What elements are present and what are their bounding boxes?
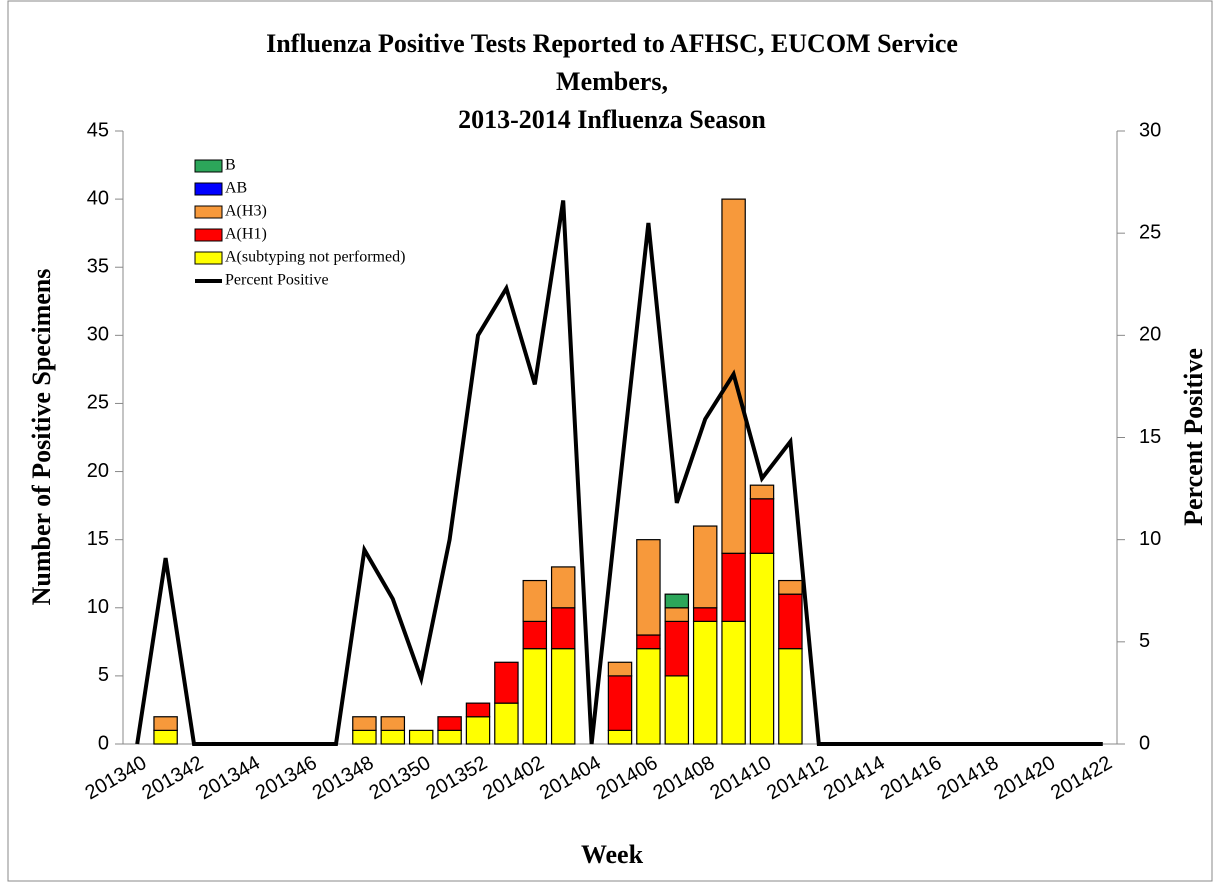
- y2-tick-label: 15: [1139, 426, 1161, 448]
- x-tick-label: 201410: [706, 752, 775, 804]
- bar-segment: [550, 566, 576, 609]
- legend-label: A(H3): [225, 203, 267, 220]
- line-series: [135, 200, 1103, 746]
- legend-swatch: [194, 205, 223, 219]
- bar-segment: [437, 716, 462, 731]
- x-tick-label: 201418: [934, 752, 1003, 804]
- x-tick-label: 201344: [195, 752, 264, 804]
- legend-label: AB: [225, 180, 247, 197]
- y-tick-label: 40: [87, 187, 109, 209]
- bar-segment: [749, 484, 775, 500]
- y2-tick-label: 20: [1139, 324, 1161, 346]
- bar-segment: [607, 661, 633, 677]
- bar-segment: [494, 702, 519, 745]
- bar-segment: [664, 675, 690, 745]
- bar-segment: [352, 716, 377, 731]
- x-tick-label: 201348: [309, 752, 378, 804]
- x-tick-label: 201402: [479, 752, 548, 804]
- bar-segment: [380, 716, 406, 731]
- bar-segment: [721, 552, 746, 622]
- bar-segment: [664, 593, 690, 609]
- bar-segment: [636, 648, 661, 745]
- x-tick-label: 201416: [877, 752, 946, 804]
- bar-segment: [749, 498, 775, 554]
- bar-segment: [153, 716, 178, 731]
- y-tick-label: 35: [87, 256, 109, 278]
- legend-label: Percent Positive: [225, 272, 329, 289]
- y2-tick-label: 30: [1139, 119, 1161, 141]
- bar-segment: [692, 620, 718, 745]
- bar-segment: [636, 634, 661, 650]
- bar-segment: [778, 593, 803, 650]
- x-tick-label: 201346: [252, 752, 321, 804]
- bar-segment: [380, 729, 406, 745]
- x-tick-label: 201422: [1047, 752, 1116, 804]
- y-tick-label: 45: [87, 119, 109, 141]
- bar-segment: [465, 702, 491, 718]
- bar-segment: [778, 579, 803, 595]
- legend-label: A(H1): [225, 226, 267, 243]
- bar-segment: [352, 729, 377, 745]
- y-tick-label: 5: [98, 664, 109, 686]
- bar-segment: [408, 729, 434, 745]
- legend-swatch: [194, 228, 223, 242]
- bar-segment: [153, 729, 178, 745]
- bar-segment: [494, 661, 519, 704]
- y2-tick-label: 0: [1139, 732, 1150, 754]
- bar-segment: [607, 729, 633, 745]
- bar-segment: [636, 539, 661, 636]
- legend-swatch: [194, 251, 223, 265]
- bar-segment: [465, 716, 491, 745]
- bar-segment: [692, 607, 718, 622]
- bar-segment: [664, 620, 690, 677]
- y-axis-title: Number of Positive Specimens: [27, 269, 56, 606]
- x-tick-label: 201408: [650, 752, 719, 804]
- x-tick-label: 201412: [763, 752, 832, 804]
- bar-segment: [721, 620, 746, 745]
- x-tick-label: 201350: [366, 752, 435, 804]
- y-tick-label: 0: [98, 732, 109, 754]
- x-tick-label: 201352: [422, 752, 491, 804]
- bar-segment: [522, 620, 548, 650]
- x-tick-label: 201420: [990, 752, 1059, 804]
- chart-title: Members,: [556, 67, 668, 96]
- y-tick-label: 10: [87, 596, 109, 618]
- chart-border: [7, 0, 1213, 882]
- bar-segment: [550, 648, 576, 745]
- x-tick-label: 201340: [82, 752, 151, 804]
- y2-axis-title: Percent Positive: [1179, 348, 1208, 526]
- y-tick-label: 30: [87, 324, 109, 346]
- bar-segment: [550, 607, 576, 650]
- bar-segment: [692, 525, 718, 609]
- bar-segment: [778, 648, 803, 745]
- y-tick-label: 25: [87, 392, 109, 414]
- x-tick-label: 201342: [138, 752, 207, 804]
- y2-tick-label: 25: [1139, 221, 1161, 243]
- legend-swatch: [194, 182, 223, 196]
- chart-title: 2013-2014 Influenza Season: [458, 105, 766, 134]
- x-tick-label: 201404: [536, 752, 605, 804]
- x-axis-title: Week: [581, 840, 644, 869]
- legend-swatch: [194, 159, 223, 173]
- y-tick-label: 20: [87, 460, 109, 482]
- bar-segment: [522, 579, 548, 622]
- bar-segment: [749, 552, 775, 745]
- x-tick-label: 201414: [820, 752, 889, 804]
- y-tick-label: 15: [87, 528, 109, 550]
- bar-segment: [607, 675, 633, 731]
- chart-title: Influenza Positive Tests Reported to AFH…: [266, 29, 958, 58]
- x-tick-label: 201406: [593, 752, 662, 804]
- y2-tick-label: 5: [1139, 630, 1150, 652]
- bar-segment: [522, 648, 548, 745]
- legend-label: A(subtyping not performed): [225, 249, 405, 266]
- legend-label: B: [225, 157, 236, 174]
- bar-segment: [664, 607, 690, 622]
- bar-segment: [437, 729, 462, 745]
- y2-tick-label: 10: [1139, 528, 1161, 550]
